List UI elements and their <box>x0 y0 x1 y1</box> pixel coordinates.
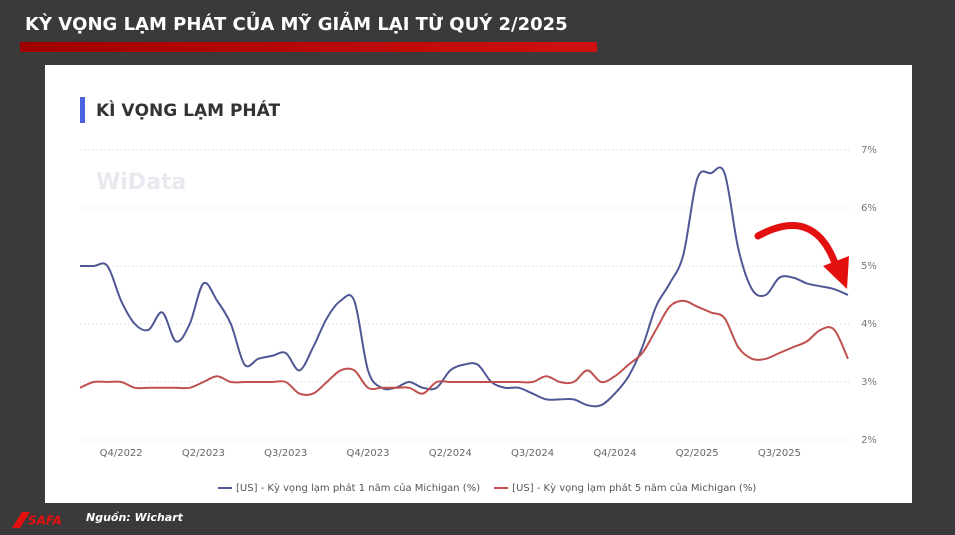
slide-title: KỲ VỌNG LẠM PHÁT CỦA MỸ GIẢM LẠI TỪ QUÝ … <box>25 11 568 35</box>
series-line <box>79 299 849 397</box>
y-tick-label: 7% <box>861 145 877 156</box>
x-tick-label: Q4/2023 <box>346 448 389 459</box>
legend-label: [US] - Kỳ vọng lạm phát 5 năm của Michig… <box>512 482 756 494</box>
y-tick-label: 6% <box>861 203 877 214</box>
x-tick-label: Q2/2024 <box>429 448 472 459</box>
x-tick-label: Q2/2025 <box>676 448 719 459</box>
chart-title: KÌ VỌNG LẠM PHÁT <box>96 99 280 121</box>
logo-mark <box>12 512 30 528</box>
y-tick-label: 3% <box>861 377 877 388</box>
series-line <box>80 166 849 408</box>
y-tick-label: 5% <box>861 261 877 272</box>
watermark: WiData <box>96 170 186 195</box>
logo: SAFA <box>28 514 62 528</box>
chart-panel <box>45 65 912 503</box>
x-tick-label: Q4/2024 <box>593 448 636 459</box>
trend-arrow-head <box>823 256 849 289</box>
y-tick-label: 2% <box>861 435 877 446</box>
x-tick-label: Q3/2023 <box>264 448 307 459</box>
title-underline <box>20 42 597 52</box>
title-accent <box>80 97 85 123</box>
y-tick-label: 4% <box>861 319 877 330</box>
legend-label: [US] - Kỳ vọng lạm phát 1 năm của Michig… <box>236 482 480 494</box>
x-tick-label: Q2/2023 <box>182 448 225 459</box>
plot: 2% 3% 4% 5% 6% 7% Q4/2022 Q2/2023 Q3/2023 Q4/2023… <box>79 145 877 494</box>
trend-arrow <box>754 222 840 270</box>
source: Nguồn: Wichart <box>86 511 184 524</box>
x-tick-label: Q3/2024 <box>511 448 554 459</box>
x-tick-label: Q3/2025 <box>758 448 801 459</box>
x-tick-label: Q4/2022 <box>100 448 143 459</box>
